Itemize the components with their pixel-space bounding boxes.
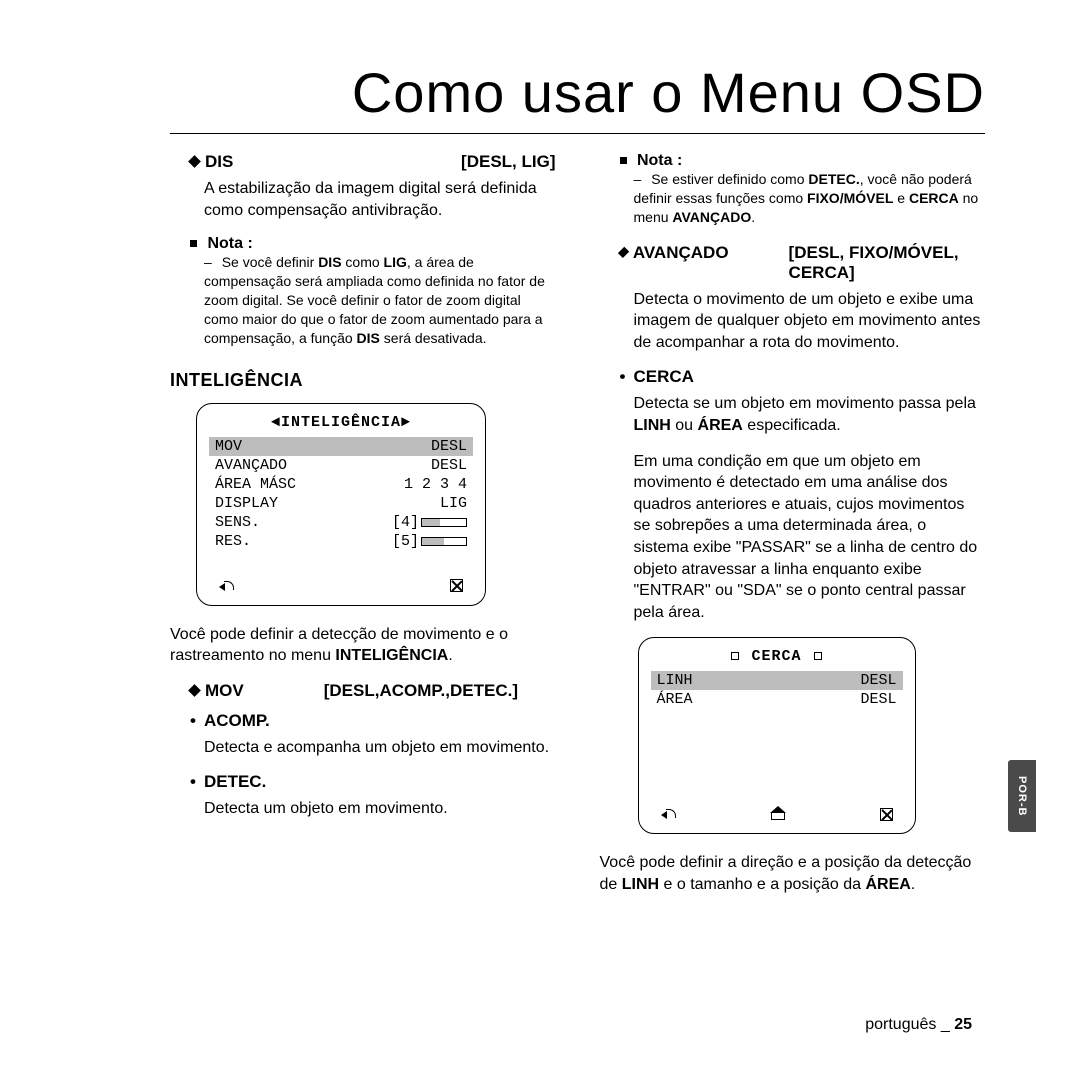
osd1-footer [215, 579, 467, 593]
page-title: Como usar o Menu OSD [170, 60, 985, 125]
detec-body: Detecta um objeto em movimento. [170, 798, 556, 820]
mov-options: [DESL,ACOMP.,DETEC.] [304, 681, 518, 701]
acomp-body: Detecta e acompanha um objeto em movimen… [170, 737, 556, 759]
footer-page: 25 [954, 1016, 972, 1033]
sens-slider: [4] [392, 514, 467, 531]
avancado-options: [DESL, FIXO/MÓVEL, CERCA] [769, 243, 985, 283]
stop-right-icon [814, 652, 822, 660]
below-osd-text: Você pode definir a detecção de moviment… [170, 624, 556, 667]
square-icon [620, 157, 627, 164]
avancado-heading: AVANÇADO [DESL, FIXO/MÓVEL, CERCA] [600, 243, 986, 283]
left-column: DIS [DESL, LIG] A estabilização da image… [170, 152, 556, 910]
cerca-label: CERCA [600, 367, 986, 387]
avancado-label: AVANÇADO [633, 243, 729, 263]
two-columns: DIS [DESL, LIG] A estabilização da image… [170, 152, 985, 910]
title-rule [170, 133, 985, 134]
osd2-footer [657, 807, 897, 821]
res-slider: [5] [392, 533, 467, 550]
osd1-row-res: RES. [5] [215, 532, 467, 551]
home-icon [771, 808, 785, 820]
detec-label: DETEC. [170, 772, 556, 792]
footer-lang: português [865, 1016, 936, 1033]
close-icon [450, 579, 463, 592]
nota2-label: Nota : [637, 152, 682, 169]
osd1-row-display: DISPLAYLIG [215, 494, 467, 513]
nota2-body: Se estiver definido como DETEC., você nã… [600, 170, 986, 227]
osd-inteligencia: ◄INTELIGÊNCIA► MOVDESL AVANÇADODESL ÁREA… [196, 403, 486, 606]
side-tab: POR-B [1008, 760, 1036, 832]
diamond-icon [617, 246, 629, 258]
dis-body: A estabilização da imagem digital será d… [170, 178, 556, 221]
osd2-row-area: ÁREADESL [657, 690, 897, 709]
footer-sep: _ [941, 1016, 950, 1033]
cerca-p2: Em uma condição em que um objeto em movi… [600, 451, 986, 624]
nota1-body: Se você definir DIS como LIG, a área de … [170, 253, 556, 347]
dis-heading: DIS [DESL, LIG] [170, 152, 556, 172]
osd1-row-area: ÁREA MÁSC1 2 3 4 [215, 475, 467, 494]
nota1-label: Nota : [207, 235, 252, 252]
osd2-title: CERCA [657, 648, 897, 665]
diamond-icon [188, 155, 201, 168]
mov-heading: MOV [DESL,ACOMP.,DETEC.] [170, 681, 556, 701]
osd1-title: ◄INTELIGÊNCIA► [215, 414, 467, 431]
cerca-p1: Detecta se um objeto em movimento passa … [600, 393, 986, 436]
back-icon [219, 579, 235, 593]
close-icon [880, 808, 893, 821]
acomp-label: ACOMP. [170, 711, 556, 731]
osd-cerca: CERCA LINHDESL ÁREADESL [638, 637, 916, 834]
dis-label: DIS [205, 152, 233, 172]
mov-label: MOV [205, 681, 244, 701]
osd1-row-sens: SENS. [4] [215, 513, 467, 532]
osd1-row-avancado: AVANÇADODESL [215, 456, 467, 475]
page-footer: português _ 25 [865, 1016, 972, 1034]
avancado-body: Detecta o movimento de um objeto e exibe… [600, 289, 986, 354]
right-column: Nota : Se estiver definido como DETEC., … [600, 152, 986, 910]
square-icon [190, 240, 197, 247]
osd1-row-mov: MOVDESL [209, 437, 473, 456]
below-osd2-text: Você pode definir a direção e a posição … [600, 852, 986, 895]
osd2-row-linh: LINHDESL [651, 671, 903, 690]
page: Como usar o Menu OSD DIS [DESL, LIG] A e… [0, 0, 1080, 1080]
diamond-icon [188, 684, 201, 697]
nota1-heading: Nota : [170, 235, 556, 253]
nota2-heading: Nota : [600, 152, 986, 170]
dis-options: [DESL, LIG] [441, 152, 555, 172]
section-inteligencia: INTELIGÊNCIA [170, 370, 556, 391]
back-icon [661, 807, 677, 821]
stop-left-icon [731, 652, 739, 660]
